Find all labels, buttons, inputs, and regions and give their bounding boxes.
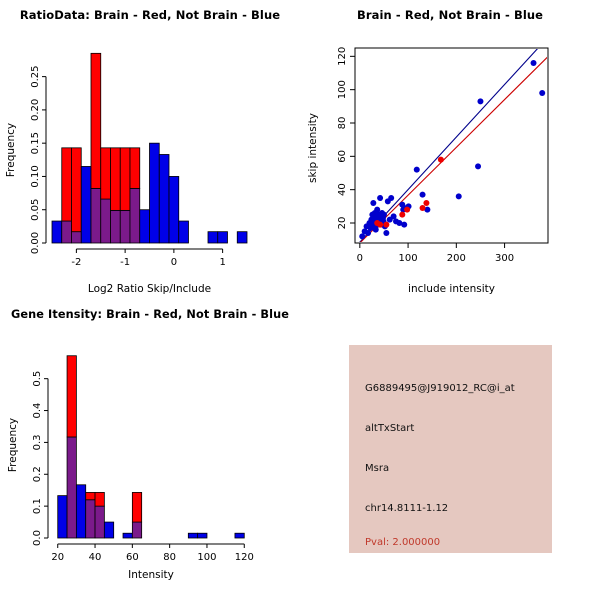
ratio-histogram-axes: 0.00 0.05 0.10 0.15 0.20 0.25 -2 -1 0 1 xyxy=(30,65,226,268)
svg-text:0.3: 0.3 xyxy=(32,434,43,450)
ratio-histogram-xlabel: Log2 Ratio Skip/Include xyxy=(88,283,211,295)
gene-histogram-title: Gene Itensity: Brain - Red, Not Brain - … xyxy=(10,308,290,321)
svg-text:80: 80 xyxy=(163,552,176,563)
svg-text:1: 1 xyxy=(219,257,225,268)
svg-text:120: 120 xyxy=(337,47,348,66)
scatter-svg: 20 40 60 80 100 120 0 100 200 300 include intensi… xyxy=(307,47,549,295)
event-type-text: altTxStart xyxy=(365,423,415,434)
svg-text:20: 20 xyxy=(51,552,64,563)
scatter-panel: Brain - Red, Not Brain - Blue 20 40 60 80 10… xyxy=(300,0,600,300)
svg-text:40: 40 xyxy=(337,183,348,196)
svg-text:0.05: 0.05 xyxy=(30,199,41,221)
svg-text:-2: -2 xyxy=(71,257,81,268)
svg-text:80: 80 xyxy=(337,117,348,130)
scatter-frame xyxy=(354,47,549,244)
gene-histogram-panel: Gene Itensity: Brain - Red, Not Brain - … xyxy=(0,300,300,600)
svg-text:0.10: 0.10 xyxy=(30,165,41,187)
svg-text:0.20: 0.20 xyxy=(30,99,41,121)
svg-text:300: 300 xyxy=(495,253,514,264)
gene-histogram-bars xyxy=(57,355,245,539)
scatter-points xyxy=(359,60,546,240)
svg-text:100: 100 xyxy=(197,552,216,563)
svg-text:0.15: 0.15 xyxy=(30,132,41,154)
gene-histogram-xlabel: Intensity xyxy=(128,569,174,581)
ratio-histogram-panel: RatioData: Brain - Red, Not Brain - Blue… xyxy=(0,0,300,300)
scatter-ylabel: skip intensity xyxy=(307,113,319,183)
svg-text:0.25: 0.25 xyxy=(30,65,41,87)
svg-text:0.4: 0.4 xyxy=(32,403,43,419)
gene-symbol-text: Msra xyxy=(365,463,390,474)
annotation-panel: G6889495@J919012_RC@i_at altTxStart Msra… xyxy=(300,300,600,600)
annotation-box: G6889495@J919012_RC@i_at altTxStart Msra… xyxy=(349,345,552,553)
ratio-histogram-title: RatioData: Brain - Red, Not Brain - Blue xyxy=(19,8,281,22)
ratio-histogram-svg: 0.00 0.05 0.10 0.15 0.20 0.25 -2 -1 0 1 Log2 Rati… xyxy=(5,52,248,295)
svg-text:0.0: 0.0 xyxy=(32,530,43,546)
gene-histogram-svg: 0.0 0.1 0.2 0.3 0.4 0.5 20 40 60 80 100 120 Intensi… xyxy=(7,355,254,581)
svg-text:120: 120 xyxy=(235,552,254,563)
svg-text:0.5: 0.5 xyxy=(32,371,43,387)
scatter-fit-lines xyxy=(359,49,547,242)
svg-text:0: 0 xyxy=(171,257,177,268)
svg-text:200: 200 xyxy=(447,253,466,264)
gene-histogram-axes: 0.0 0.1 0.2 0.3 0.4 0.5 20 40 60 80 100 120 xyxy=(32,371,254,563)
svg-text:0.00: 0.00 xyxy=(30,232,41,254)
scatter-axes: 20 40 60 80 100 120 0 100 200 300 xyxy=(337,47,514,264)
svg-text:0.1: 0.1 xyxy=(32,498,43,514)
scatter-xlabel: include intensity xyxy=(408,283,495,295)
svg-text:0.2: 0.2 xyxy=(32,466,43,482)
svg-text:0: 0 xyxy=(357,253,363,264)
gene-histogram-ylabel: Frequency xyxy=(7,418,19,472)
svg-text:20: 20 xyxy=(337,217,348,230)
svg-text:100: 100 xyxy=(337,80,348,99)
ratio-histogram-ylabel: Frequency xyxy=(5,123,17,177)
pval-text: Pval: 2.000000 xyxy=(365,537,441,548)
svg-text:60: 60 xyxy=(337,150,348,163)
ratio-histogram-bars xyxy=(51,52,248,244)
locus-text: chr14.8111-1.12 xyxy=(365,503,449,514)
svg-text:100: 100 xyxy=(399,253,418,264)
svg-text:-1: -1 xyxy=(120,257,130,268)
probe-id-text: G6889495@J919012_RC@i_at xyxy=(365,383,515,394)
scatter-title: Brain - Red, Not Brain - Blue xyxy=(356,8,544,22)
svg-text:40: 40 xyxy=(89,552,102,563)
svg-text:60: 60 xyxy=(126,552,139,563)
